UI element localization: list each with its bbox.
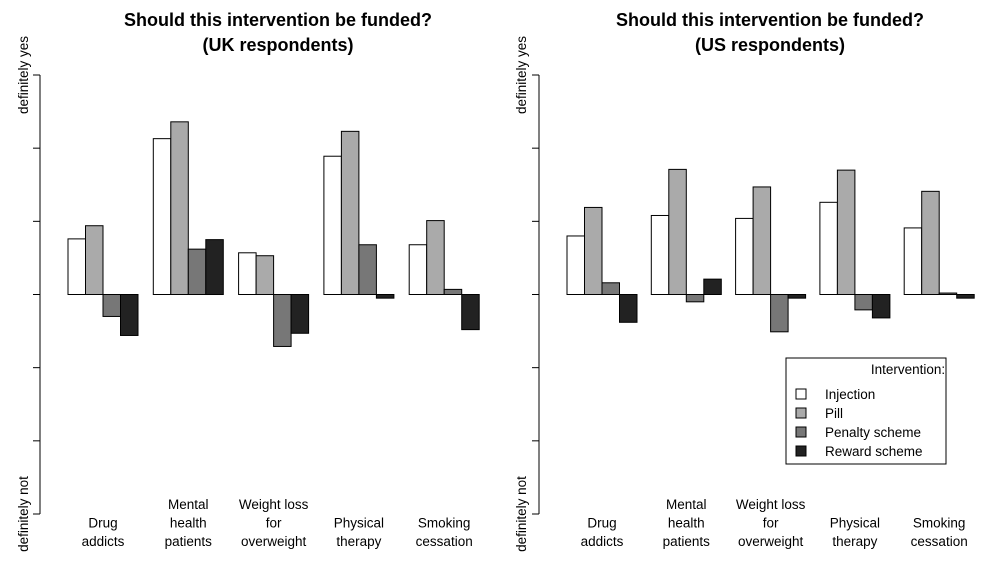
uk-y-label-bottom: definitely not bbox=[16, 476, 31, 552]
us-panel: Should this intervention be funded? (US … bbox=[514, 10, 975, 552]
uk-category-labels: Drug addicts Mental health patients Weight lo… bbox=[82, 497, 473, 549]
us-y-label-bottom: definitely not bbox=[514, 476, 529, 552]
uk-category-label: addicts bbox=[82, 534, 125, 549]
uk-chart-title: Should this intervention be funded? bbox=[124, 10, 432, 30]
legend-swatch-pill bbox=[795, 407, 807, 419]
us-category-label: Physical bbox=[830, 516, 880, 531]
us-category-label: addicts bbox=[581, 534, 624, 549]
us-bar-pill bbox=[921, 190, 940, 295]
us-chart-title: Should this intervention be funded? bbox=[616, 10, 924, 30]
uk-category-label: Weight loss bbox=[239, 497, 309, 512]
legend-label-injection: Injection bbox=[825, 387, 875, 402]
uk-bar-injection bbox=[323, 155, 342, 295]
us-bar-reward-scheme bbox=[871, 294, 891, 319]
uk-bar-injection bbox=[408, 244, 428, 295]
us-bar-penalty-scheme bbox=[770, 294, 789, 333]
uk-bar-pill bbox=[170, 121, 189, 295]
us-bars bbox=[566, 168, 975, 333]
legend-box bbox=[785, 357, 947, 465]
us-bar-pill bbox=[668, 168, 687, 296]
us-bar-reward-scheme bbox=[703, 278, 722, 296]
uk-bar-penalty-scheme bbox=[443, 288, 463, 296]
legend-swatch-reward-scheme bbox=[795, 445, 807, 457]
uk-bar-penalty-scheme bbox=[187, 248, 207, 295]
us-bar-reward-scheme bbox=[787, 294, 807, 299]
legend-label-reward-scheme: Reward scheme bbox=[825, 444, 923, 459]
us-bar-penalty-scheme bbox=[938, 292, 958, 296]
us-bar-injection bbox=[566, 235, 585, 295]
us-category-label: therapy bbox=[832, 534, 877, 549]
us-bar-penalty-scheme bbox=[601, 282, 620, 296]
legend-label-pill: Pill bbox=[825, 406, 843, 421]
uk-bar-injection bbox=[152, 138, 172, 295]
uk-bar-injection bbox=[238, 252, 257, 296]
uk-chart-subtitle: (UK respondents) bbox=[202, 35, 353, 55]
uk-bar-pill bbox=[85, 225, 104, 295]
uk-bar-penalty-scheme bbox=[358, 244, 377, 295]
us-y-label-top: definitely yes bbox=[514, 36, 529, 114]
uk-panel: Should this intervention be funded? (UK … bbox=[16, 10, 480, 552]
uk-category-label: Physical bbox=[334, 516, 384, 531]
uk-category-label: Mental bbox=[168, 497, 209, 512]
uk-bar-reward-scheme bbox=[205, 239, 224, 296]
uk-bar-injection bbox=[67, 238, 86, 295]
us-bar-penalty-scheme bbox=[854, 294, 873, 311]
uk-bar-reward-scheme bbox=[120, 294, 139, 336]
uk-bar-pill bbox=[426, 220, 445, 296]
us-category-label: overweight bbox=[738, 534, 804, 549]
us-category-label: cessation bbox=[911, 534, 968, 549]
us-bar-injection bbox=[903, 227, 923, 295]
uk-bar-reward-scheme bbox=[290, 294, 310, 334]
uk-bar-penalty-scheme bbox=[102, 294, 121, 317]
us-bar-pill bbox=[584, 206, 603, 295]
uk-bar-pill bbox=[340, 130, 360, 295]
us-category-label: patients bbox=[663, 534, 711, 549]
us-bar-pill bbox=[836, 169, 856, 295]
legend-swatch-injection bbox=[795, 388, 807, 400]
uk-category-label: cessation bbox=[416, 534, 473, 549]
uk-bar-reward-scheme bbox=[461, 294, 480, 331]
uk-category-label: Smoking bbox=[418, 516, 471, 531]
uk-category-label: overweight bbox=[241, 534, 307, 549]
us-bar-reward-scheme bbox=[956, 294, 975, 299]
us-category-labels: Drug addicts Mental health patients Weight lo… bbox=[581, 497, 968, 549]
legend: Intervention: Injection Pill Penalty schem… bbox=[785, 357, 947, 465]
us-category-label: Smoking bbox=[913, 516, 966, 531]
us-bar-penalty-scheme bbox=[685, 294, 705, 303]
legend-label-penalty-scheme: Penalty scheme bbox=[825, 425, 921, 440]
uk-bars bbox=[67, 121, 480, 347]
us-category-label: Drug bbox=[587, 516, 616, 531]
uk-bar-penalty-scheme bbox=[273, 294, 292, 347]
legend-title: Intervention: bbox=[871, 362, 945, 377]
us-bar-pill bbox=[752, 186, 772, 295]
uk-y-axis bbox=[33, 74, 41, 515]
us-category-label: Weight loss bbox=[736, 497, 806, 512]
us-bar-injection bbox=[819, 201, 838, 295]
us-y-axis bbox=[532, 74, 540, 515]
us-chart-subtitle: (US respondents) bbox=[695, 35, 845, 55]
uk-category-label: Drug bbox=[88, 516, 117, 531]
us-bar-injection bbox=[735, 217, 754, 295]
us-bar-reward-scheme bbox=[619, 294, 638, 323]
uk-y-label-top: definitely yes bbox=[16, 36, 31, 114]
us-category-label: Mental bbox=[666, 497, 707, 512]
us-category-label: for bbox=[763, 516, 779, 531]
uk-bar-reward-scheme bbox=[375, 294, 395, 299]
us-category-label: health bbox=[668, 516, 705, 531]
uk-category-label: health bbox=[170, 516, 207, 531]
uk-bar-pill bbox=[255, 255, 275, 295]
uk-category-label: for bbox=[266, 516, 282, 531]
us-bar-injection bbox=[650, 214, 670, 295]
uk-category-label: patients bbox=[165, 534, 213, 549]
legend-swatch-penalty-scheme bbox=[795, 426, 807, 438]
uk-category-label: therapy bbox=[336, 534, 381, 549]
